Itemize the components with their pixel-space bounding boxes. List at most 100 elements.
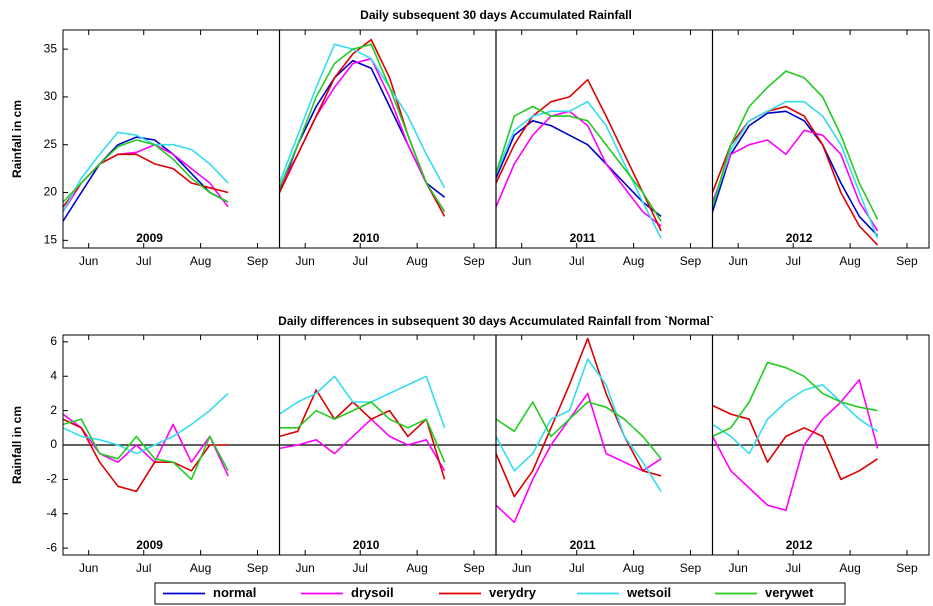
year-label: 2009 <box>136 538 163 552</box>
x-tick-label: Sep <box>463 561 485 575</box>
year-label: 2010 <box>353 231 380 245</box>
x-tick-label: Jun <box>729 254 748 268</box>
panel: Jun Jul Aug Sep 2009 <box>63 335 268 575</box>
series-line <box>63 139 229 203</box>
x-tick-label: Sep <box>896 561 918 575</box>
year-label: 2012 <box>786 538 813 552</box>
x-tick-label: Jun <box>512 254 531 268</box>
chart-title: Daily subsequent 30 days Accumulated Rai… <box>360 8 632 22</box>
y-tick-label: 0 <box>50 437 57 451</box>
year-label: 2011 <box>570 538 596 552</box>
series-line <box>496 337 662 498</box>
y-axis-label: Rainfall in cm <box>10 100 24 178</box>
panel: Jun Jul Aug Sep 2012 <box>711 30 918 268</box>
series-line <box>63 392 229 455</box>
series-line <box>496 78 662 232</box>
x-tick-label: Jul <box>136 254 151 268</box>
panel: Jun Jul Aug Sep 2009 <box>63 30 268 268</box>
series-line <box>63 143 229 213</box>
year-label: 2009 <box>136 231 163 245</box>
x-tick-label: Jun <box>79 561 98 575</box>
y-tick-label: 4 <box>50 368 57 382</box>
panel: Jun Jul Aug Sep 2010 <box>278 335 485 575</box>
series-line <box>712 129 879 232</box>
y-tick-label: 35 <box>44 41 58 55</box>
x-tick-label: Sep <box>247 561 269 575</box>
panel: Jun Jul Aug Sep 2012 <box>711 335 918 575</box>
x-tick-label: Aug <box>839 254 860 268</box>
series-line <box>279 43 446 189</box>
panel: Jun Jul Aug Sep 2010 <box>278 30 485 268</box>
y-tick-label: 15 <box>44 233 58 247</box>
x-tick-label: Aug <box>190 561 211 575</box>
series-line <box>279 401 446 463</box>
x-tick-label: Jun <box>512 561 531 575</box>
x-tick-label: Aug <box>623 561 644 575</box>
legend-box <box>154 582 846 605</box>
series-line <box>63 131 229 213</box>
series-line <box>63 413 229 477</box>
series-line <box>63 153 229 208</box>
x-tick-label: Aug <box>406 254 427 268</box>
x-tick-label: Jul <box>136 561 151 575</box>
series-line <box>496 392 662 524</box>
panel: Jun Jul Aug Sep 2011 <box>495 30 702 268</box>
y-tick-label: 25 <box>44 137 58 151</box>
year-label: 2012 <box>786 231 813 245</box>
y-tick-label: 6 <box>50 334 57 348</box>
legend-label: verywet <box>765 585 814 600</box>
legend-label: verydry <box>489 585 537 600</box>
series-line <box>279 43 446 213</box>
x-tick-label: Sep <box>247 254 269 268</box>
chart-title: Daily differences in subsequent 30 days … <box>278 314 714 328</box>
series-line <box>712 110 879 237</box>
x-tick-label: Jul <box>353 561 368 575</box>
x-tick-label: Sep <box>680 561 702 575</box>
series-line <box>712 404 879 481</box>
year-label: 2011 <box>570 231 596 245</box>
y-tick-label: 20 <box>44 185 58 199</box>
series-line <box>712 378 879 512</box>
series-line <box>63 418 229 481</box>
year-label: 2010 <box>353 538 380 552</box>
x-tick-label: Jun <box>79 254 98 268</box>
series-line <box>712 100 879 239</box>
y-tick-label: -2 <box>46 472 57 486</box>
series-line <box>279 389 446 480</box>
x-tick-label: Jul <box>569 254 584 268</box>
x-tick-label: Jul <box>353 254 368 268</box>
x-tick-label: Jun <box>296 254 315 268</box>
x-tick-label: Sep <box>896 254 918 268</box>
x-tick-label: Aug <box>623 254 644 268</box>
series-line <box>712 361 878 438</box>
series-line <box>279 418 446 472</box>
series-line <box>496 100 662 239</box>
x-tick-label: Sep <box>680 254 702 268</box>
panel: Jun Jul Aug Sep 2011 <box>495 335 702 575</box>
legend-label: drysoil <box>351 585 394 600</box>
plot-frame <box>62 334 930 556</box>
series-line <box>712 384 879 455</box>
x-tick-label: Jul <box>786 254 801 268</box>
y-tick-label: -6 <box>46 540 57 554</box>
series-line <box>279 375 446 429</box>
y-tick-label: -4 <box>46 506 57 520</box>
series-line <box>712 70 879 220</box>
y-tick-label: 30 <box>44 89 58 103</box>
x-tick-label: Aug <box>190 254 211 268</box>
series-line <box>496 358 662 492</box>
y-tick-label: 2 <box>50 403 57 417</box>
legend-label: normal <box>213 585 256 600</box>
series-line <box>496 401 662 460</box>
series-line <box>496 105 662 222</box>
plot-frame <box>62 29 930 249</box>
x-tick-label: Jul <box>569 561 584 575</box>
x-tick-label: Jun <box>296 561 315 575</box>
series-line <box>712 105 879 246</box>
x-tick-label: Jun <box>729 561 748 575</box>
series-line <box>496 120 662 218</box>
y-axis-label: Rainfall in cm <box>10 406 24 484</box>
legend-label: wetsoil <box>626 585 671 600</box>
x-tick-label: Jul <box>786 561 801 575</box>
